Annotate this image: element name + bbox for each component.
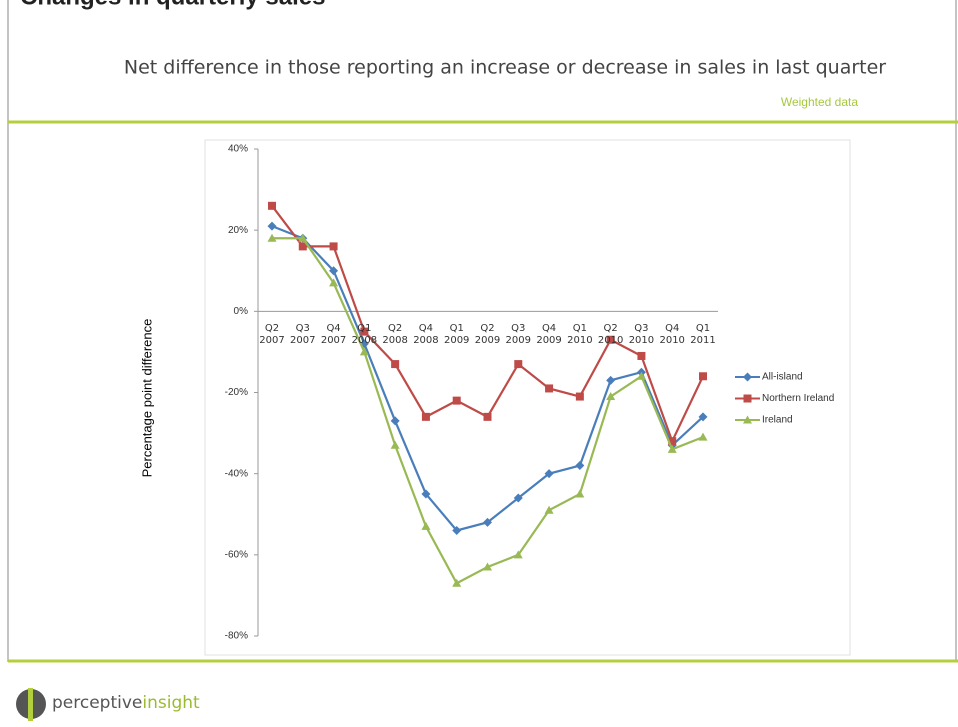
marker — [421, 412, 430, 421]
x-tick-label: Q3 2007 — [290, 323, 316, 347]
marker — [513, 493, 523, 503]
x-tick-label: Q2 2009 — [474, 323, 501, 347]
marker — [360, 327, 369, 336]
note: Weighted data — [781, 95, 858, 109]
marker — [544, 469, 554, 479]
y-tick-label: -80% — [225, 631, 248, 642]
marker — [743, 372, 752, 382]
x-tick-label: Q3 2010 — [628, 323, 655, 347]
marker — [743, 415, 752, 424]
x-tick-label: Q2 2008 — [382, 323, 408, 347]
marker — [513, 550, 523, 559]
marker — [606, 335, 615, 344]
marker — [698, 412, 708, 422]
y-tick-label: 40% — [228, 144, 248, 155]
marker — [575, 461, 585, 471]
marker — [390, 416, 400, 426]
y-tick-label: -40% — [225, 468, 248, 479]
legend-label: Northern Ireland — [762, 393, 834, 404]
x-tick-label: Q1 2010 — [567, 323, 593, 347]
x-tick-label: Q2 2010 — [597, 323, 624, 347]
svg-text:perceptiveinsight: perceptiveinsight — [52, 693, 200, 713]
x-tick-label: Q4 2009 — [536, 323, 562, 347]
legend-label: Ireland — [762, 415, 793, 426]
marker — [743, 394, 752, 403]
x-tick-label: Q1 2009 — [443, 323, 470, 347]
y-tick-label: 0% — [234, 306, 249, 317]
x-tick-label: Q4 2007 — [320, 323, 347, 347]
slide-title: Changes in quarterly sales — [20, 0, 325, 10]
marker — [636, 371, 646, 380]
marker — [667, 444, 677, 453]
marker — [329, 242, 338, 251]
x-tick-label: Q4 2010 — [659, 323, 685, 347]
marker — [452, 578, 462, 587]
logo: perceptiveinsight — [16, 688, 200, 721]
marker — [268, 201, 276, 210]
marker — [421, 489, 431, 499]
marker — [329, 266, 339, 276]
x-tick-label: Q1 2011 — [690, 323, 716, 347]
marker — [298, 242, 307, 251]
x-tick-label: Q2 2007 — [259, 323, 285, 347]
marker — [390, 440, 400, 449]
marker — [575, 392, 584, 401]
marker — [606, 375, 616, 385]
y-tick-label: -20% — [225, 387, 248, 398]
marker — [483, 562, 492, 571]
x-tick-label: Q4 2008 — [413, 323, 439, 347]
marker — [575, 489, 585, 498]
marker — [544, 505, 554, 514]
marker — [329, 278, 339, 287]
marker — [668, 437, 677, 446]
marker — [545, 384, 554, 393]
marker — [514, 360, 523, 369]
marker — [421, 521, 431, 530]
y-tick-label: -60% — [225, 549, 248, 560]
subtitle: Net difference in those reporting an inc… — [124, 57, 886, 79]
marker — [698, 432, 708, 441]
x-tick-label: Q1 2008 — [351, 323, 378, 347]
marker — [452, 525, 462, 535]
marker — [699, 372, 707, 381]
legend-label: All-island — [762, 372, 803, 383]
marker — [483, 412, 492, 421]
marker — [298, 233, 308, 242]
marker — [267, 221, 277, 231]
marker — [606, 392, 616, 401]
logo-text: perceptive — [52, 693, 142, 713]
marker — [483, 517, 492, 527]
marker — [267, 233, 277, 242]
marker — [452, 396, 461, 405]
y-axis-label: Percentage point difference — [139, 319, 154, 478]
marker — [637, 351, 646, 360]
marker — [391, 360, 400, 369]
logo-text: insight — [142, 693, 200, 713]
x-tick-label: Q3 2009 — [505, 323, 531, 347]
marker — [359, 347, 369, 356]
y-tick-label: 20% — [228, 225, 248, 236]
